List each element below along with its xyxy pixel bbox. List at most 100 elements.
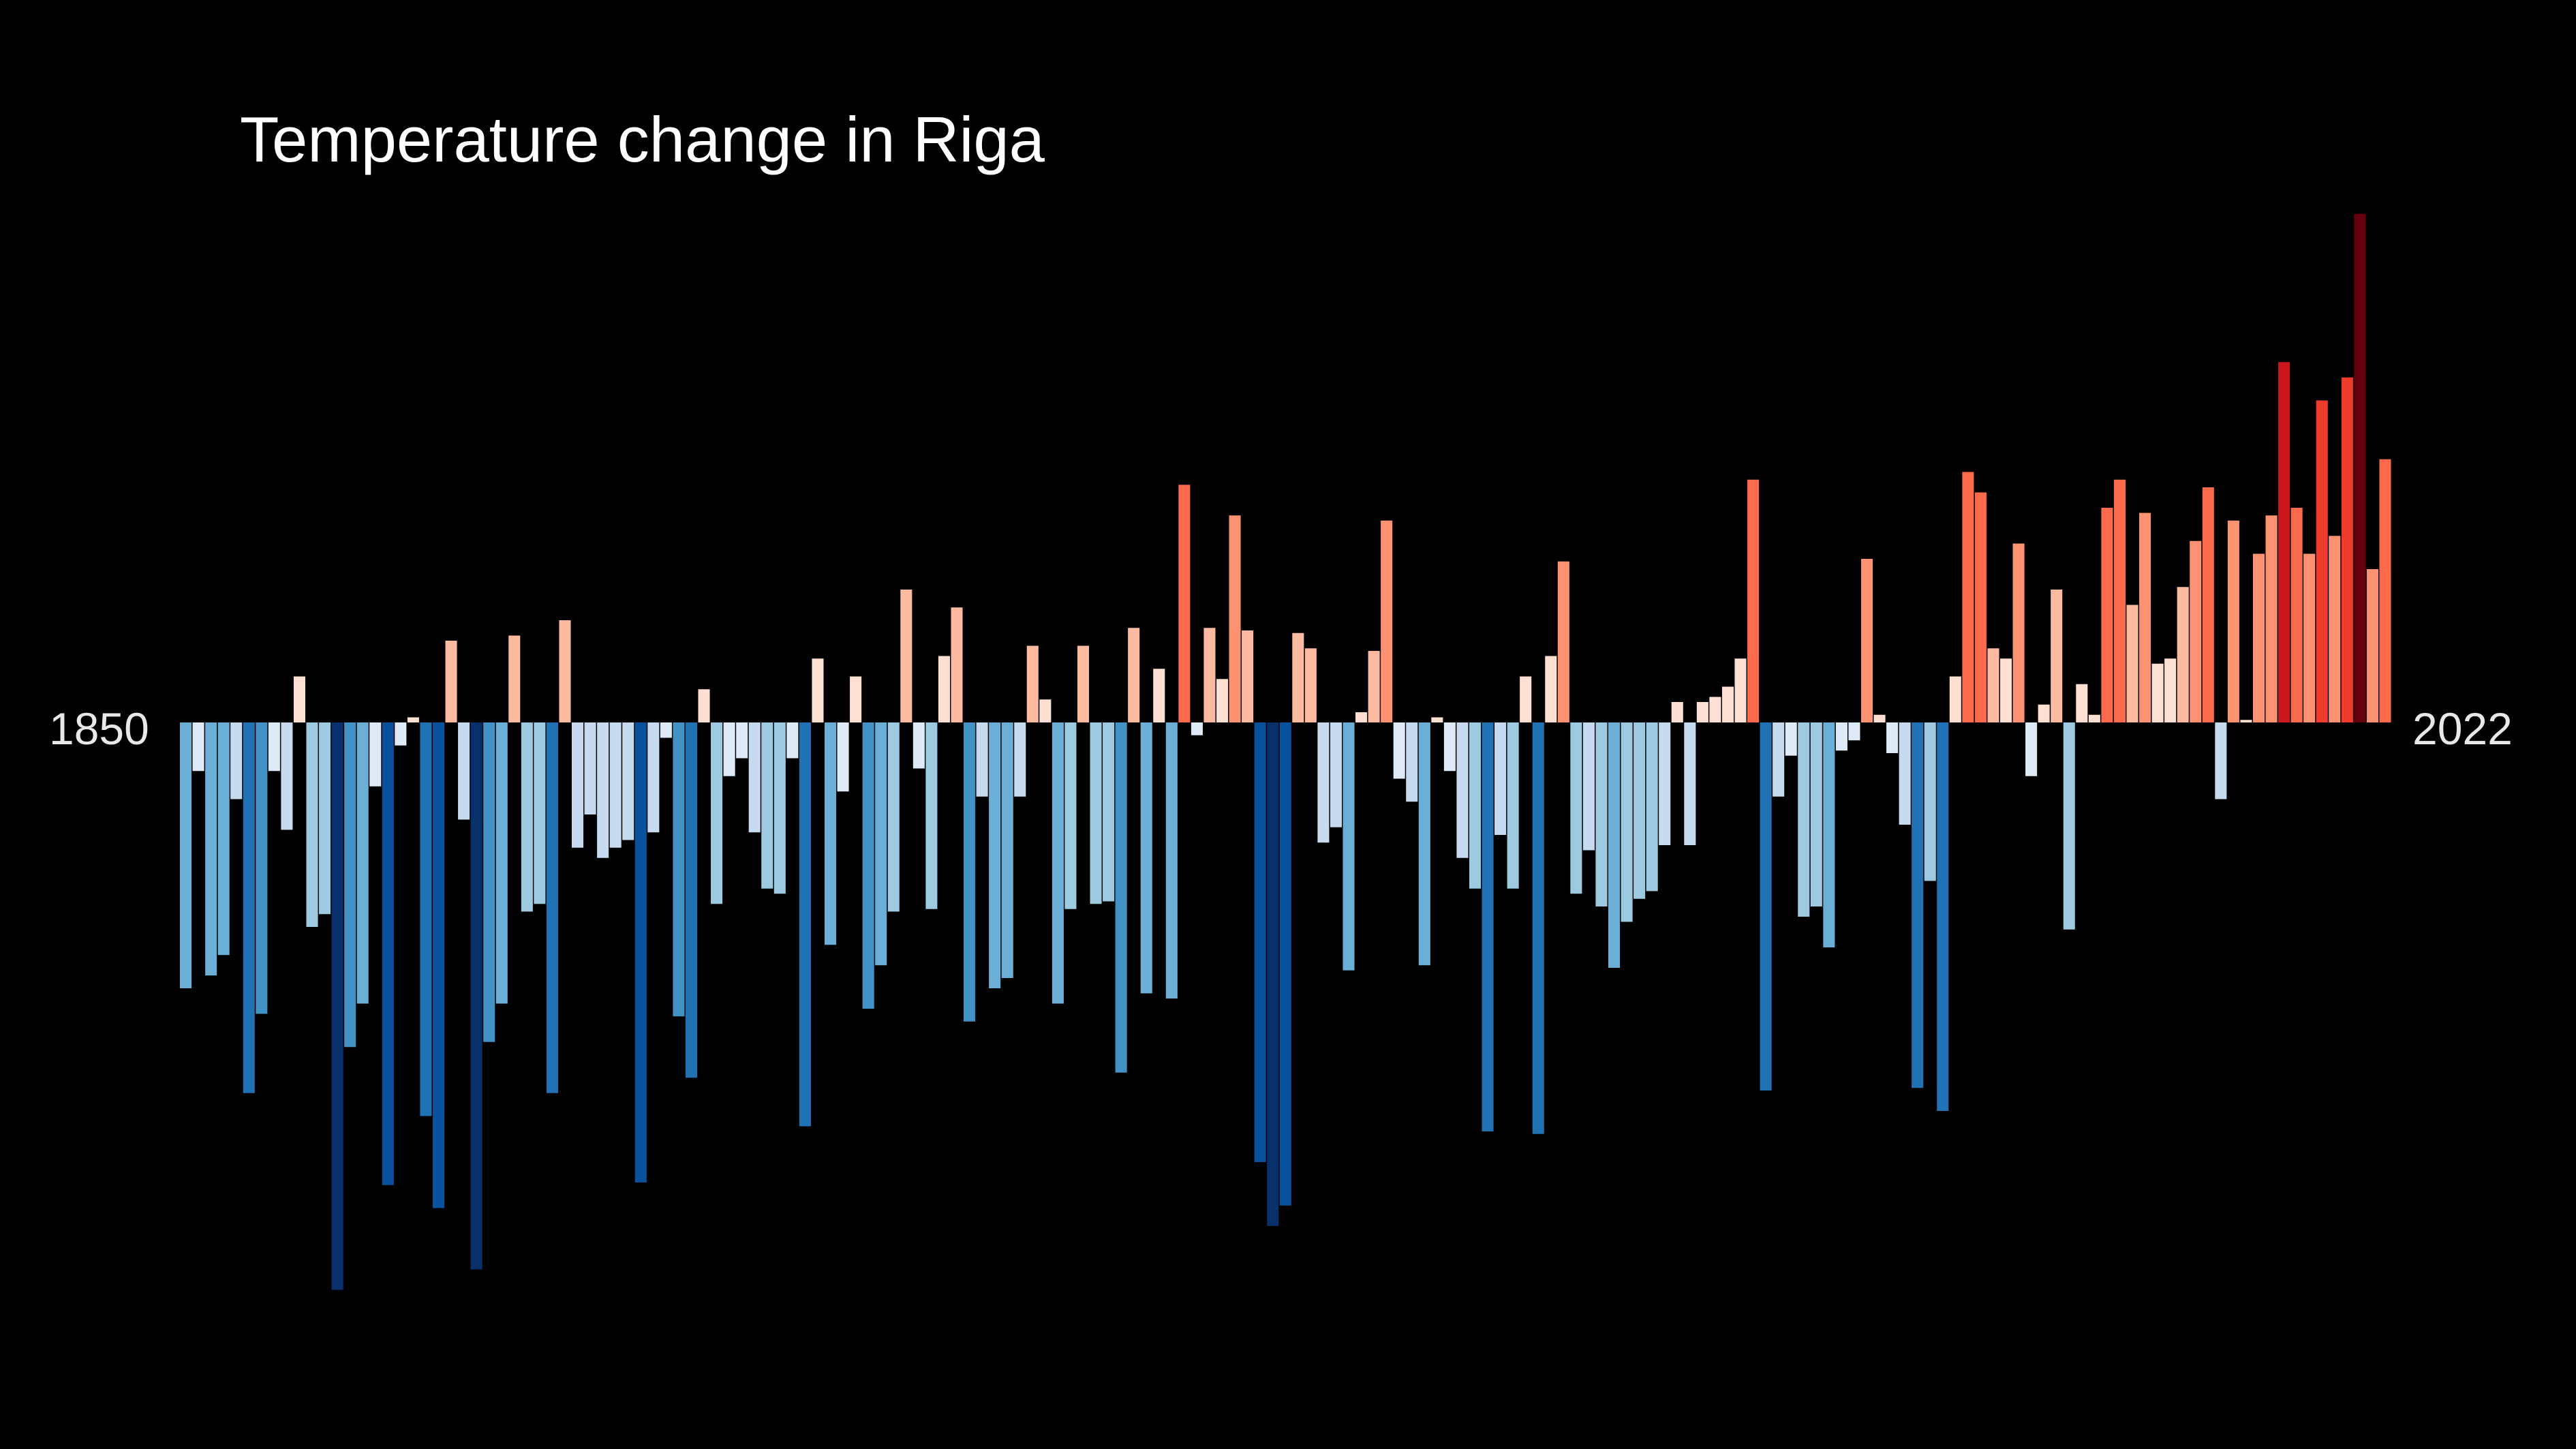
bar-1885 <box>622 722 634 840</box>
bar-1894 <box>736 722 748 759</box>
bar-1888 <box>660 722 672 738</box>
bar-1977 <box>1785 722 1797 756</box>
bar-2022 <box>2354 213 2366 722</box>
bar-1864 <box>356 722 369 1004</box>
bar-1912 <box>964 722 976 1022</box>
bar-1911 <box>951 607 963 722</box>
bar-1950 <box>1443 722 1456 772</box>
bar-1946 <box>1393 722 1405 779</box>
bar-1963 <box>1608 722 1621 968</box>
bar-1910 <box>938 656 950 722</box>
bar-1987 <box>1912 722 1924 1088</box>
bar-1862 <box>331 722 343 1290</box>
bar-1933 <box>1229 515 1241 722</box>
bar-1866 <box>382 722 394 1185</box>
bar-1959 <box>1557 561 1569 722</box>
bar-1942 <box>1343 722 1355 971</box>
bars-group <box>180 213 2391 1290</box>
bar-1999 <box>2063 722 2075 930</box>
bar-2023 <box>2366 569 2378 722</box>
bar-1887 <box>647 722 660 833</box>
bar-2007 <box>2164 658 2177 722</box>
bar-2024 <box>2379 459 2391 722</box>
bar-1906 <box>887 722 900 912</box>
bar-1953 <box>1482 722 1494 1131</box>
bar-1880 <box>559 620 571 722</box>
bar-1968 <box>1671 702 1683 722</box>
bar-1921 <box>1077 645 1090 722</box>
bar-1949 <box>1431 717 1443 722</box>
bar-1858 <box>281 722 293 830</box>
bar-1886 <box>634 722 647 1183</box>
bar-1908 <box>913 722 925 769</box>
bar-2005 <box>2139 513 2151 722</box>
bar-2012 <box>2227 520 2239 722</box>
bar-1920 <box>1064 722 1077 909</box>
bar-1861 <box>319 722 331 915</box>
bar-1877 <box>521 722 533 912</box>
bar-1995 <box>2012 543 2025 722</box>
bar-1935 <box>1254 722 1266 1162</box>
bar-1863 <box>344 722 356 1048</box>
bar-1850 <box>180 722 192 988</box>
bar-1895 <box>748 722 761 833</box>
bar-2011 <box>2215 722 2227 799</box>
bar-2006 <box>2151 663 2164 722</box>
bar-1971 <box>1709 697 1721 722</box>
bar-1913 <box>976 722 988 797</box>
bar-1958 <box>1545 656 1557 722</box>
bar-1994 <box>1999 658 2012 722</box>
bar-1990 <box>1949 676 1961 722</box>
bar-1934 <box>1242 630 1254 722</box>
bar-1903 <box>850 676 862 722</box>
bar-1905 <box>875 722 887 966</box>
bar-1955 <box>1507 722 1519 889</box>
bar-1961 <box>1582 722 1595 851</box>
bar-1867 <box>395 722 407 746</box>
bar-1965 <box>1634 722 1646 899</box>
bar-1985 <box>1886 722 1899 753</box>
bar-1865 <box>369 722 382 787</box>
bar-2015 <box>2265 515 2278 722</box>
bar-1991 <box>1962 472 1974 722</box>
bar-1967 <box>1659 722 1671 845</box>
bar-1957 <box>1532 722 1544 1134</box>
bar-1988 <box>1924 722 1936 881</box>
bar-1936 <box>1267 722 1279 1226</box>
bar-1900 <box>812 658 824 722</box>
bar-1873 <box>470 722 482 1270</box>
bar-1922 <box>1090 722 1102 904</box>
bar-1914 <box>989 722 1001 988</box>
bar-1954 <box>1494 722 1507 835</box>
bar-2017 <box>2290 508 2303 722</box>
bar-1926 <box>1140 722 1152 994</box>
bar-1874 <box>483 722 495 1042</box>
chart-title: Temperature change in Riga <box>240 104 1045 175</box>
bar-1855 <box>243 722 255 1093</box>
bar-1969 <box>1684 722 1696 845</box>
bar-1870 <box>432 722 445 1208</box>
end-year-label: 2022 <box>2412 703 2513 754</box>
bar-1891 <box>698 689 710 722</box>
bar-1860 <box>306 722 318 927</box>
bar-2003 <box>2113 479 2126 722</box>
bar-1964 <box>1621 722 1633 922</box>
bar-1928 <box>1165 722 1178 998</box>
bar-1944 <box>1368 651 1380 722</box>
bar-1932 <box>1216 679 1229 722</box>
bar-1981 <box>1835 722 1847 751</box>
bar-1901 <box>824 722 837 945</box>
bar-1927 <box>1153 669 1165 722</box>
bar-1986 <box>1899 722 1911 825</box>
bar-1883 <box>597 722 609 858</box>
bar-1854 <box>230 722 243 799</box>
bar-1947 <box>1406 722 1418 802</box>
bar-2018 <box>2303 553 2316 722</box>
bar-1919 <box>1052 722 1064 1004</box>
bar-2019 <box>2316 400 2328 722</box>
bar-1951 <box>1456 722 1469 858</box>
bar-1852 <box>205 722 217 976</box>
bar-2013 <box>2240 720 2252 722</box>
bar-1962 <box>1595 722 1608 906</box>
bar-1940 <box>1317 722 1330 843</box>
